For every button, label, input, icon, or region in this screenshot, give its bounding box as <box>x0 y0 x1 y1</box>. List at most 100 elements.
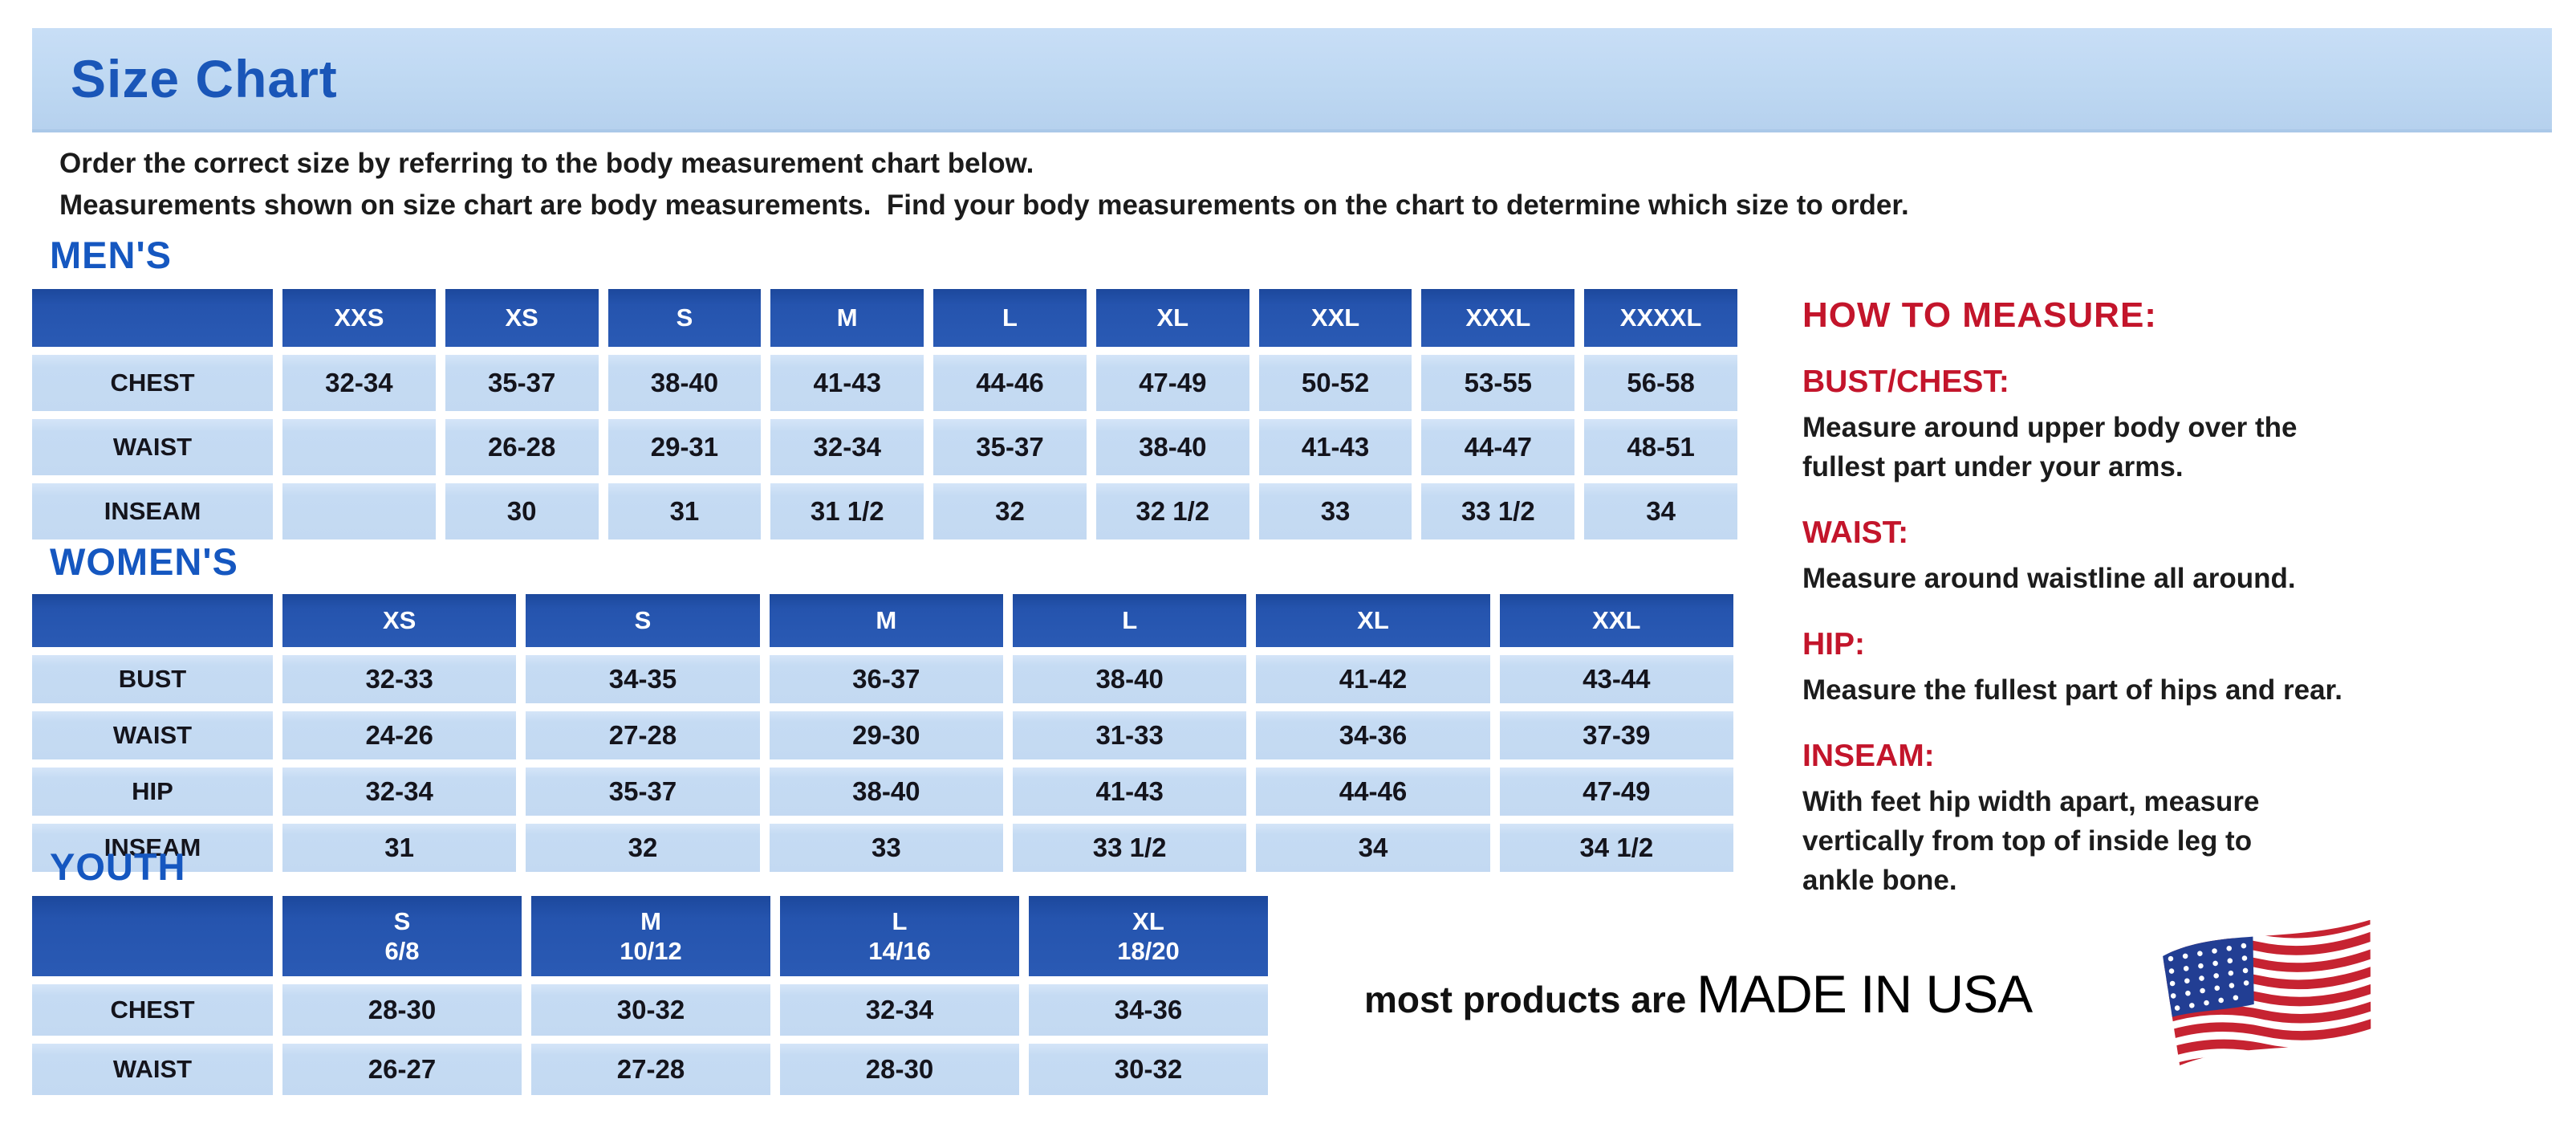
made-in-usa-prefix: most products are <box>1364 979 1697 1020</box>
data-cell: 29-31 <box>607 419 762 475</box>
womens-section-heading: WOMEN'S <box>50 540 238 583</box>
data-cell: 44-46 <box>933 355 1087 411</box>
data-cell: 32-34 <box>282 355 436 411</box>
data-cell: 28-30 <box>780 1044 1019 1095</box>
size-header-cell: XS <box>445 289 599 347</box>
data-cell: 24-26 <box>282 711 517 759</box>
data-cell: 27-28 <box>526 711 760 759</box>
made-in-usa-note: most products are MADE IN USA <box>1364 963 2033 1024</box>
data-cell: 34 <box>1584 483 1737 540</box>
youth-section-heading: YOUTH <box>50 845 186 888</box>
size-header-cell: XXS <box>282 289 436 347</box>
size-header-cell: XXXXL <box>1584 289 1737 347</box>
size-header-cell: XXXL <box>1421 289 1575 347</box>
how-to-measure-heading: HOW TO MEASURE: <box>1802 295 2157 335</box>
row-label-cell: CHEST <box>32 355 273 411</box>
data-cell: 30-32 <box>531 984 770 1036</box>
size-header-cell: XL <box>1095 289 1249 347</box>
data-cell: 30-32 <box>1029 1044 1268 1095</box>
data-cell: 31-33 <box>1013 711 1247 759</box>
row-label-cell: WAIST <box>32 711 273 759</box>
data-cell: 29-30 <box>769 711 1003 759</box>
data-cell: 37-39 <box>1499 711 1733 759</box>
data-cell: 32-34 <box>780 984 1019 1036</box>
corner-cell <box>32 896 273 976</box>
size-header-cell: L <box>1013 594 1247 647</box>
measure-term: HIP: <box>1802 627 1865 662</box>
data-cell: 33 <box>1258 483 1412 540</box>
data-cell: 41-42 <box>1256 655 1490 703</box>
data-cell: 33 <box>769 824 1003 872</box>
intro-line-2: Measurements shown on size chart are bod… <box>59 189 1909 221</box>
data-cell: 44-46 <box>1256 768 1490 816</box>
data-cell: 32-33 <box>282 655 517 703</box>
corner-cell <box>32 289 273 347</box>
data-cell: 38-40 <box>1013 655 1247 703</box>
youth-size-table: S 6/8 M 10/12 L 14/16 XL 18/20 CHEST 28-30 30-… <box>32 896 1268 1095</box>
measure-description: Measure the fullest part of hips and rea… <box>1802 674 2342 706</box>
size-header-cell: S <box>607 289 762 347</box>
banner: Size Chart <box>32 28 2552 132</box>
made-in-usa-emphasis: MADE IN USA <box>1696 964 2033 1024</box>
data-cell: 43-44 <box>1499 655 1733 703</box>
data-cell: 26-28 <box>445 419 599 475</box>
data-cell: 30 <box>445 483 599 540</box>
data-cell: 53-55 <box>1421 355 1575 411</box>
data-cell: 33 1/2 <box>1421 483 1575 540</box>
intro-line-1: Order the correct size by referring to t… <box>59 148 1034 179</box>
data-cell: 31 <box>282 824 517 872</box>
data-cell: 41-43 <box>1258 419 1412 475</box>
us-flag-icon <box>2143 909 2387 1093</box>
size-header-cell: S 6/8 <box>282 896 522 976</box>
measure-term: INSEAM: <box>1802 739 1935 773</box>
corner-cell <box>32 594 273 647</box>
data-cell: 32-34 <box>770 419 924 475</box>
womens-size-table: XS S M L XL XXL BUST 32-33 34-35 36-37 38-40 41-42 4… <box>32 594 1733 872</box>
measure-description: Measure around waistline all around. <box>1802 563 2296 594</box>
data-cell: 32 <box>526 824 760 872</box>
measure-term: BUST/CHEST: <box>1802 364 2009 399</box>
data-cell: 27-28 <box>531 1044 770 1095</box>
row-label-cell: CHEST <box>32 984 273 1036</box>
data-cell: 38-40 <box>1095 419 1249 475</box>
size-header-cell: XL 18/20 <box>1029 896 1268 976</box>
data-cell: 28-30 <box>282 984 522 1036</box>
data-cell <box>282 419 436 475</box>
row-label-cell: HIP <box>32 768 273 816</box>
data-cell: 47-49 <box>1499 768 1733 816</box>
size-header-cell: S <box>526 594 760 647</box>
data-cell: 35-37 <box>933 419 1087 475</box>
measure-description: Measure around upper body over the fulle… <box>1802 412 2298 483</box>
size-header-cell: XXL <box>1499 594 1733 647</box>
row-label-cell: INSEAM <box>32 483 273 540</box>
data-cell: 33 1/2 <box>1013 824 1247 872</box>
data-cell: 31 <box>607 483 762 540</box>
row-label-cell: INSEAM <box>32 824 273 872</box>
data-cell: 26-27 <box>282 1044 522 1095</box>
size-header-cell: XS <box>282 594 517 647</box>
data-cell: 48-51 <box>1584 419 1737 475</box>
row-label-cell: WAIST <box>32 1044 273 1095</box>
data-cell: 41-43 <box>770 355 924 411</box>
size-header-cell: M <box>769 594 1003 647</box>
page-title: Size Chart <box>71 49 338 108</box>
data-cell: 34-36 <box>1029 984 1268 1036</box>
size-header-cell: XL <box>1256 594 1490 647</box>
data-cell: 34-36 <box>1256 711 1490 759</box>
data-cell: 38-40 <box>769 768 1003 816</box>
measure-description: With feet hip width apart, measure verti… <box>1802 786 2260 896</box>
size-header-cell: M 10/12 <box>531 896 770 976</box>
row-label-cell: WAIST <box>32 419 273 475</box>
data-cell: 41-43 <box>1013 768 1247 816</box>
intro-text: Order the correct size by referring to t… <box>59 143 1909 226</box>
data-cell: 32 <box>933 483 1087 540</box>
data-cell <box>282 483 436 540</box>
data-cell: 31 1/2 <box>770 483 924 540</box>
size-header-cell: L 14/16 <box>780 896 1019 976</box>
how-to-measure-section: HOW TO MEASURE: BUST/CHEST: Measure aroun… <box>1802 295 2576 900</box>
mens-section-heading: MEN'S <box>50 234 172 276</box>
data-cell: 56-58 <box>1584 355 1737 411</box>
mens-size-table: XXS XS S M L XL XXL XXXL XXXXL CHEST 32-34 35-37 38-… <box>32 289 1737 540</box>
data-cell: 35-37 <box>526 768 760 816</box>
data-cell: 38-40 <box>607 355 762 411</box>
